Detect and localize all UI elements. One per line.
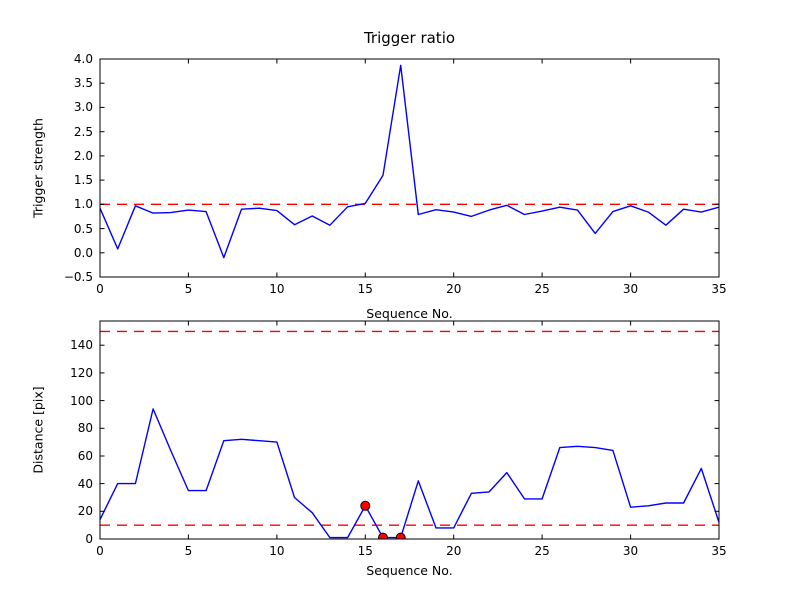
y-tick-label: 3.0 [73,100,93,115]
x-tick-label: 10 [269,282,285,296]
x-tick-label: 30 [622,282,639,296]
y-tick-label: 140 [70,338,93,353]
y-tick-label: 0.0 [73,245,93,260]
x-tick-label: 0 [96,544,104,558]
plot-area-bg [100,321,719,539]
trigger-marker-dot [360,500,371,511]
chart-title: Trigger ratio [363,29,456,47]
axes-spines [99,320,720,540]
y-tick-label: 1.5 [73,173,93,188]
x-tick-label: 15 [357,544,373,558]
x-tick-label: 15 [357,282,373,296]
x-tick-label: 30 [622,544,639,558]
bottom-x-axis-label: Sequence No. [366,563,453,578]
x-tick-label: 5 [184,282,193,296]
x-tick-label: 5 [184,544,193,558]
y-tick-label: 1.0 [73,197,93,212]
y-tick-label: 120 [70,365,93,380]
distance-line [100,408,719,539]
top-x-axis-label: Sequence No. [366,306,453,321]
trigger-marker-dot [378,532,388,539]
x-tick-label: 25 [534,282,550,296]
y-tick-label: 40 [77,476,93,491]
x-tick-label: 35 [711,282,727,296]
x-tick-label: 25 [534,544,550,558]
y-tick-label: 60 [77,448,93,463]
y-tick-label: 80 [77,421,93,436]
y-tick-label: 20 [77,504,93,519]
y-tick-label: 3.5 [73,76,93,91]
trigger-marker-dot [395,532,406,539]
top-y-axis-label: Trigger strength [30,118,46,218]
y-tick-label: 0 [85,532,93,546]
trigger_strength-line [100,64,719,259]
x-tick-label: 20 [446,544,462,558]
axes-spines [99,58,720,278]
x-tick-label: 20 [446,282,462,296]
x-tick-label: 35 [711,544,727,558]
y-tick-label: 2.5 [73,124,93,139]
y-tick-label: −0.5 [63,270,93,284]
y-tick-label: 0.5 [73,221,93,236]
x-tick-label: 0 [96,282,104,296]
x-tick-label: 10 [269,544,285,558]
y-tick-label: 4.0 [73,52,93,66]
plot-area-bg [100,59,719,277]
y-tick-label: 2.0 [73,148,93,163]
bottom-y-axis-label: Distance [pix] [30,386,46,474]
y-tick-label: 100 [70,393,93,408]
